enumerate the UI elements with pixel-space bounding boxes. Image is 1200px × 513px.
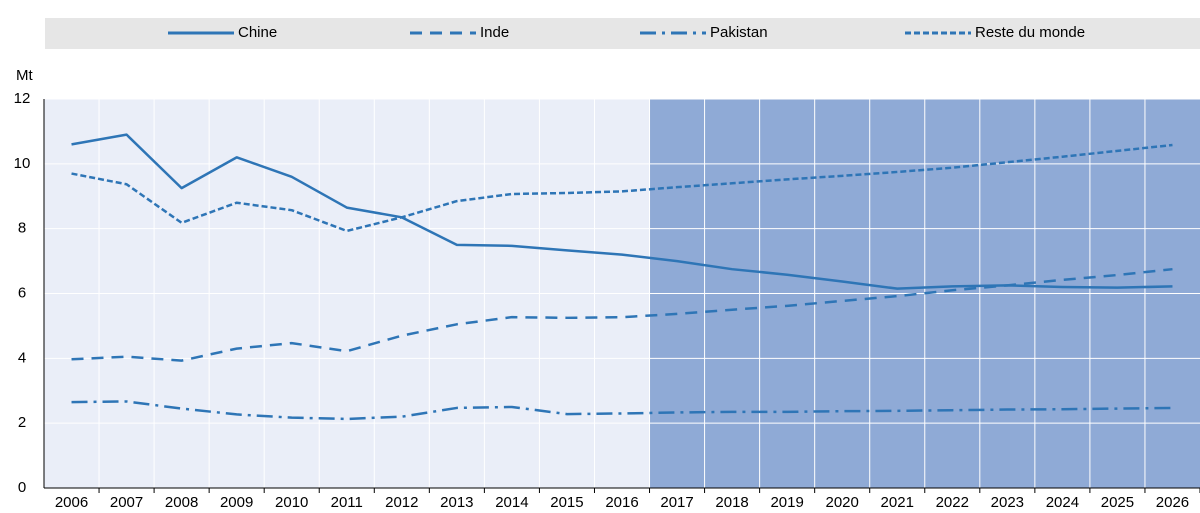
y-tick-label: 10 — [14, 155, 31, 172]
y-tick-label: 6 — [18, 284, 26, 301]
y-tick-label: 2 — [18, 414, 26, 431]
y-tick-label: 8 — [18, 220, 26, 237]
x-tick-label: 2019 — [770, 494, 803, 511]
y-tick-label: 12 — [14, 90, 31, 107]
x-tick-label: 2008 — [165, 494, 198, 511]
legend-background — [45, 18, 1200, 49]
x-tick-label: 2023 — [991, 494, 1024, 511]
x-tick-label: 2021 — [881, 494, 914, 511]
x-tick-label: 2012 — [385, 494, 418, 511]
legend-label: Pakistan — [710, 24, 768, 41]
series-line — [71, 143, 1173, 233]
y-tick-label: 4 — [18, 349, 26, 366]
x-tick-label: 2026 — [1156, 494, 1189, 511]
y-tick-label: 0 — [18, 479, 26, 496]
x-tick-label: 2018 — [715, 494, 748, 511]
x-tick-label: 2020 — [826, 494, 859, 511]
x-tick-label: 2010 — [275, 494, 308, 511]
legend-label: Inde — [480, 24, 509, 41]
x-tick-label: 2022 — [936, 494, 969, 511]
x-tick-label: 2025 — [1101, 494, 1134, 511]
x-tick-label: 2014 — [495, 494, 528, 511]
x-tick-label: 2006 — [55, 494, 88, 511]
x-tick-label: 2007 — [110, 494, 143, 511]
x-tick-label: 2009 — [220, 494, 253, 511]
legend-label: Reste du monde — [975, 24, 1085, 41]
series-line — [71, 133, 1173, 290]
x-tick-label: 2017 — [660, 494, 693, 511]
x-tick-label: 2024 — [1046, 494, 1079, 511]
y-axis-label: Mt — [16, 67, 33, 84]
legend-label: Chine — [238, 24, 277, 41]
x-tick-label: 2015 — [550, 494, 583, 511]
x-tick-label: 2013 — [440, 494, 473, 511]
x-tick-label: 2011 — [331, 494, 363, 511]
x-tick-label: 2016 — [605, 494, 638, 511]
series-line — [71, 267, 1173, 362]
